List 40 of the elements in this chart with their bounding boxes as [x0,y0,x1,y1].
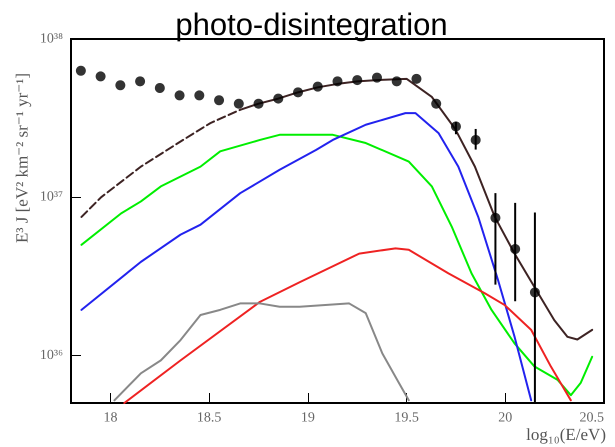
point [352,75,362,86]
x-axis-title: log₁₀(E/eV) [526,425,606,444]
point [431,98,442,109]
x-tick-label: 19.5 [394,410,419,426]
point [174,90,185,100]
point [293,87,304,98]
x-tick-label: 18.5 [196,410,222,426]
point [154,83,165,94]
point [135,76,146,86]
point [332,76,342,86]
point [411,74,422,84]
point [273,94,284,104]
point [312,82,323,92]
line-series [123,247,572,404]
point [254,98,264,109]
line-series [80,112,532,402]
point [530,287,540,298]
point [115,80,126,90]
line-series [113,302,410,402]
line-series [80,134,594,396]
point [450,121,461,132]
point [490,212,500,223]
x-tick-label: 19 [300,410,315,426]
point [214,95,224,106]
y-tick-label: 10³⁸ [40,32,64,46]
point [194,90,204,100]
x-tick-label: 20 [498,410,512,426]
point [372,72,382,83]
point [96,71,106,82]
x-tick-label: 20.5 [580,410,604,426]
y-tick-label: 10³⁶ [40,348,64,363]
point [470,134,481,145]
y-axis-title: E³ J [eV² km⁻² sr⁻¹ yr⁻¹] [12,73,32,243]
point [76,66,86,76]
x-tick-label: 18 [103,410,118,426]
point [510,244,520,254]
chart-title: photo-disintegration [175,7,448,42]
point [234,98,244,109]
point [392,76,402,86]
y-tick-label: 10³⁷ [40,190,64,205]
